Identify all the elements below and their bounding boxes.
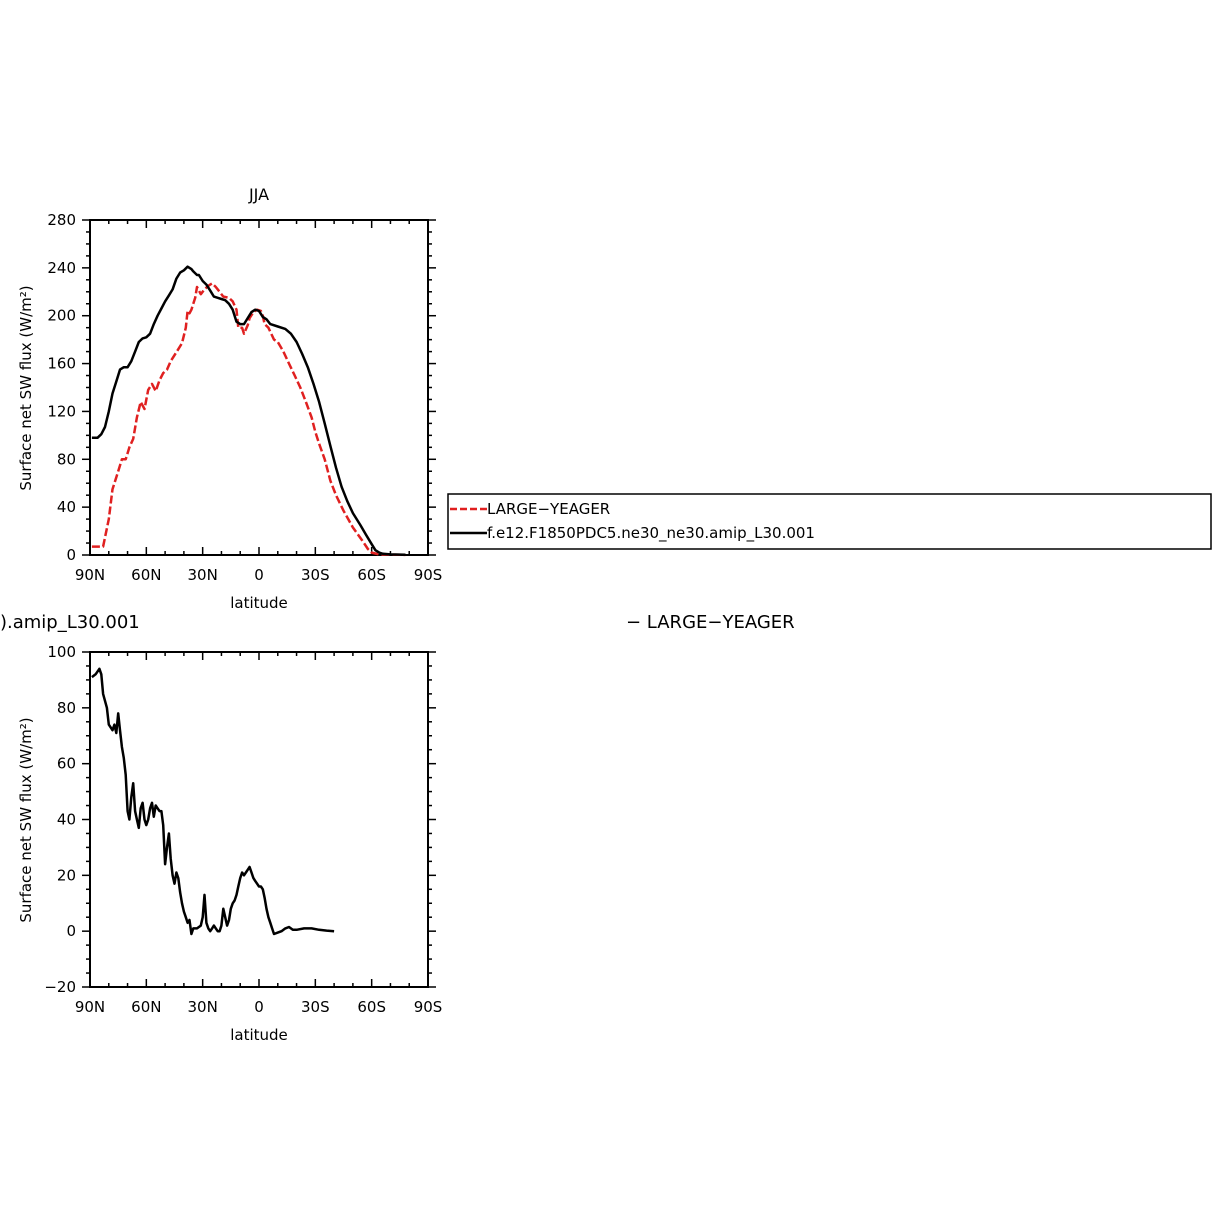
panel1-frame [89,219,429,556]
panel2-y-tick-labels: −20 0 20 40 60 80 100 [44,643,76,996]
bottom-panel: ).amip_L30.001 − LARGE−YEAGER 90N 60N 30N 0… [0,612,795,1044]
y-tick-label: −20 [44,978,76,996]
x-tick-label: 0 [254,998,264,1016]
y-tick-label: 120 [47,402,76,420]
panel1-y-axis-label: Surface net SW flux (W/m²) [17,285,35,490]
x-tick-label: 90S [414,566,443,584]
panel2-x-axis-label: latitude [230,1026,288,1044]
series-line-1-0 [91,667,335,936]
panel2-series [91,667,335,936]
y-tick-label: 200 [47,307,76,325]
y-tick-label: 60 [57,755,76,773]
panel1-series [91,265,406,557]
y-tick-label: 160 [47,355,76,373]
x-tick-label: 0 [254,566,264,584]
x-tick-label: 30S [301,566,330,584]
series-line-0-0 [91,282,406,557]
x-tick-label: 30S [301,998,330,1016]
y-tick-label: 100 [47,643,76,661]
panel1-x-tick-labels: 90N 60N 30N 0 30S 60S 90S [75,566,442,584]
panel2-title-left: ).amip_L30.001 [0,612,140,633]
legend-frame [447,493,1212,550]
x-tick-label: 90N [75,998,105,1016]
y-tick-label: 0 [66,546,76,564]
y-tick-label: 80 [57,450,76,468]
legend-label-amip: f.e12.F1850PDC5.ne30_ne30.amip_L30.001 [487,524,815,543]
x-tick-label: 60S [357,998,386,1016]
y-tick-label: 240 [47,259,76,277]
y-tick-label: 40 [57,498,76,516]
top-panel: JJA 90N 60N 30N 0 30S 60S 90S 0 40 80 120 160 200 24… [17,185,442,612]
x-tick-label: 30N [188,566,218,584]
y-tick-label: 40 [57,811,76,829]
y-tick-label: 280 [47,211,76,229]
panel2-title-right: − LARGE−YEAGER [626,612,795,633]
x-tick-label: 30N [188,998,218,1016]
panel2-x-tick-labels: 90N 60N 30N 0 30S 60S 90S [75,998,442,1016]
x-tick-label: 60S [357,566,386,584]
y-tick-label: 0 [66,922,76,940]
y-tick-label: 20 [57,866,76,884]
panel1-ticks [82,219,436,556]
panel2-ticks [82,651,436,988]
panel2-y-axis-label: Surface net SW flux (W/m²) [17,717,35,922]
x-tick-label: 60N [131,998,161,1016]
y-tick-label: 80 [57,699,76,717]
panel1-y-tick-labels: 0 40 80 120 160 200 240 280 [47,211,76,564]
panel1-x-axis-label: latitude [230,594,288,612]
legend: LARGE−YEAGER f.e12.F1850PDC5.ne30_ne30.a… [447,493,1212,550]
series-line-0-1 [91,265,406,557]
x-tick-label: 60N [131,566,161,584]
legend-label-large-yeager: LARGE−YEAGER [487,500,610,518]
x-tick-label: 90S [414,998,443,1016]
panel1-title: JJA [248,185,269,204]
x-tick-label: 90N [75,566,105,584]
